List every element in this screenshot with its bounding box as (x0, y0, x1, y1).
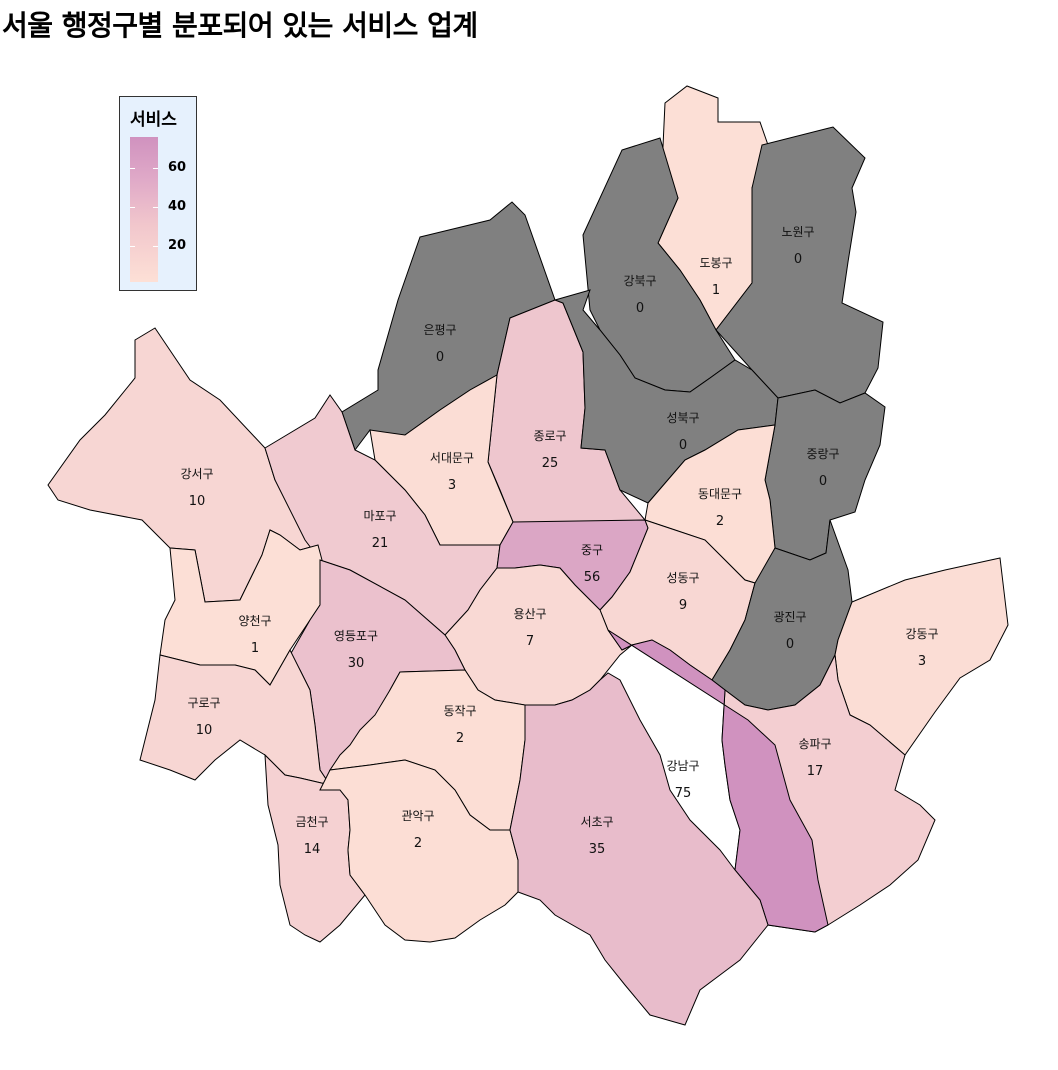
district-value-label: 9 (679, 598, 687, 613)
district-value-label: 30 (348, 656, 365, 671)
district-name-label: 중랑구 (806, 447, 839, 461)
legend: 서비스 60 40 20 (119, 96, 197, 291)
district-shape (319, 759, 519, 943)
district-value-label: 0 (786, 637, 794, 652)
legend-tick-label: 40 (168, 199, 187, 214)
district-labels: 도봉구1노원구0강북구0은평구0종로구25성북구0중랑구0강서구10서대문구3동… (180, 225, 938, 857)
district-name-label: 구로구 (187, 696, 220, 710)
district-name-label: 강북구 (623, 274, 656, 288)
district-value-label: 2 (456, 731, 464, 746)
district-name-label: 성북구 (666, 411, 699, 425)
district-name-label: 강남구 (666, 759, 699, 773)
district-shape (607, 629, 829, 933)
district-name-label: 중구 (581, 543, 603, 557)
district-value-label: 0 (436, 350, 444, 365)
legend-tick-label: 60 (168, 160, 187, 175)
legend-title: 서비스 (130, 110, 177, 130)
district-shape (509, 672, 769, 1026)
district-shape (715, 126, 884, 404)
district-name-label: 종로구 (533, 429, 566, 443)
district-name-label: 영등포구 (334, 629, 378, 643)
district-name-label: 용산구 (513, 607, 546, 621)
district-value-label: 0 (794, 252, 802, 267)
district-value-label: 3 (918, 654, 926, 669)
district-value-label: 17 (807, 764, 824, 779)
district-name-label: 동작구 (443, 704, 476, 718)
district-value-label: 56 (584, 570, 601, 585)
district-value-label: 0 (636, 301, 644, 316)
district-name-label: 광진구 (773, 610, 806, 624)
district-name-label: 마포구 (363, 509, 396, 523)
district-name-label: 강서구 (180, 467, 213, 481)
district-value-label: 10 (196, 723, 213, 738)
district-value-label: 7 (526, 634, 534, 649)
district-name-label: 서초구 (580, 815, 613, 829)
district-value-label: 1 (251, 641, 259, 656)
district-name-label: 노원구 (781, 225, 814, 239)
district-value-label: 10 (189, 494, 206, 509)
district-value-label: 0 (679, 438, 687, 453)
district-value-label: 2 (414, 836, 422, 851)
district-name-label: 성동구 (666, 571, 699, 585)
district-value-label: 14 (304, 842, 321, 857)
district-name-label: 양천구 (238, 613, 271, 628)
district-name-label: 동대문구 (698, 487, 742, 501)
district-value-label: 2 (716, 514, 724, 529)
district-name-label: 서대문구 (430, 451, 474, 465)
legend-color-bar (130, 137, 158, 282)
page-title: 서울 행정구별 분포되어 있는 서비스 업계 (2, 9, 478, 42)
district-name-label: 도봉구 (699, 256, 732, 270)
district-value-label: 21 (372, 536, 389, 551)
district-name-label: 금천구 (295, 814, 328, 829)
district-value-label: 25 (542, 456, 559, 471)
district-value-label: 35 (589, 842, 606, 857)
district-shapes (47, 85, 1009, 1026)
district-name-label: 송파구 (798, 737, 831, 751)
district-value-label: 3 (448, 478, 456, 493)
district-value-label: 0 (819, 474, 827, 489)
district-value-label: 1 (712, 283, 720, 298)
district-value-label: 75 (675, 786, 692, 801)
district-name-label: 관악구 (401, 809, 434, 823)
district-name-label: 강동구 (905, 627, 938, 641)
legend-tick-label: 20 (168, 238, 187, 253)
district-name-label: 은평구 (423, 323, 456, 337)
